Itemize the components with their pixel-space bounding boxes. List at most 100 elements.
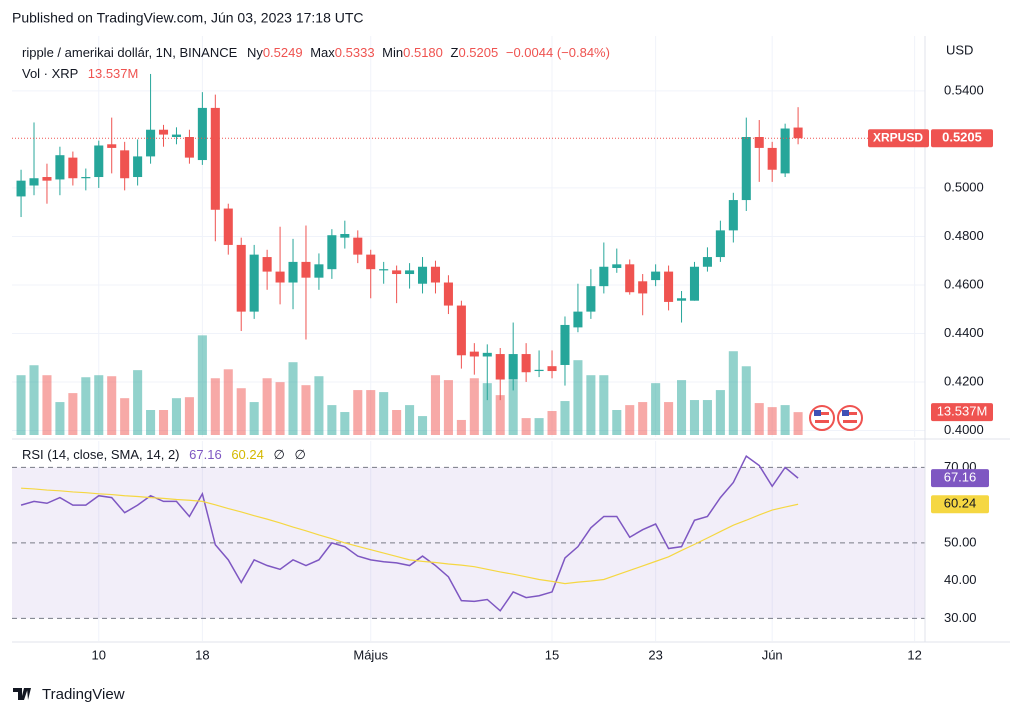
logo-mark: [13, 688, 31, 700]
y-tick-label: 0.5400: [944, 82, 984, 97]
volume-bar: [625, 405, 635, 435]
volume-bar: [210, 378, 220, 435]
y-tick-label: 0.4600: [944, 276, 984, 291]
candle-body: [534, 369, 544, 372]
legend-value: 0.5249: [263, 45, 303, 60]
candle-body: [314, 264, 324, 278]
rsi-na: ∅: [273, 447, 284, 462]
candle-body: [55, 155, 65, 180]
volume-bar: [223, 369, 233, 435]
x-tick-label: 15: [545, 647, 559, 662]
volume-bar: [560, 401, 570, 435]
footer-logo: TradingView: [13, 686, 125, 703]
candle-body: [120, 150, 130, 179]
volume-bar: [81, 377, 91, 435]
candle-body: [158, 129, 169, 135]
legend-key: Ny: [247, 45, 263, 60]
volume-bar: [29, 365, 39, 435]
y-tick-label: 30.00: [944, 610, 977, 625]
x-tick-label: Május: [353, 647, 388, 662]
volume-bar: [508, 380, 518, 435]
candle-body: [521, 354, 531, 373]
candle-body: [547, 366, 557, 372]
candle-body: [262, 257, 272, 272]
volume-bar: [586, 375, 596, 435]
volume-bar: [301, 385, 311, 435]
candle-body: [741, 137, 751, 201]
candle-body: [392, 270, 402, 275]
legend-value: 0.5180: [403, 45, 443, 60]
footer-text: TradingView: [42, 686, 125, 703]
rsi-title: RSI (14, close, SMA, 14, 2): [22, 447, 180, 462]
candle-body: [379, 269, 389, 271]
volume-bar: [340, 412, 350, 435]
candle-body: [275, 271, 285, 283]
y-tick-label: 50.00: [944, 534, 977, 549]
y-tick-label: 0.4800: [944, 228, 984, 243]
candle-body: [728, 200, 738, 231]
candle-body: [340, 234, 350, 238]
candle-body: [81, 177, 91, 179]
rsi-sma-value: 60.24: [231, 447, 264, 462]
symbol-title: ripple / amerikai dollár, 1N, BINANCE: [22, 45, 238, 60]
volume-bar: [728, 351, 738, 435]
flag-icon: [837, 405, 863, 431]
candle-body: [780, 128, 790, 174]
volume-bar: [379, 392, 389, 435]
x-tick-label: 18: [195, 647, 209, 662]
candle-body: [664, 271, 674, 302]
candle-body: [146, 129, 156, 157]
candle-body: [29, 178, 39, 186]
candle-body: [456, 305, 466, 356]
candle-body: [210, 107, 220, 210]
volume-bar: [146, 410, 156, 435]
volume-bar: [521, 418, 531, 435]
candle-body: [443, 282, 453, 306]
candle-body: [586, 286, 596, 312]
candle-body: [469, 351, 479, 357]
volume-bar: [158, 410, 169, 435]
volume-bar: [55, 402, 65, 435]
flag-icons: [809, 405, 863, 431]
candle-body: [16, 180, 26, 197]
volume-legend-value: 13.537M: [88, 66, 139, 81]
currency: USD: [946, 42, 973, 57]
candle-body: [430, 266, 441, 283]
volume-bar: [327, 405, 337, 435]
flag-stripe: [815, 412, 829, 415]
volume-bar: [780, 405, 790, 435]
y-tick-label: 0.4000: [944, 422, 984, 437]
candle-body: [495, 354, 505, 380]
volume-title: Vol · XRP: [22, 66, 78, 81]
volume-bar: [664, 402, 674, 435]
y-tick-label: 40.00: [944, 572, 977, 587]
candle-body: [702, 257, 712, 267]
candle-body: [68, 157, 78, 179]
rsi-line: [21, 487, 799, 585]
rsi-line: [20, 454, 799, 612]
symbol-box: [868, 129, 929, 148]
volume-bar: [547, 411, 557, 435]
volume-bar: [702, 400, 712, 435]
volume-label: 13.537M: [937, 404, 988, 419]
volume-bar: [677, 380, 687, 435]
candle-body: [236, 244, 246, 312]
x-tick-label: 23: [648, 647, 662, 662]
candle-body: [599, 266, 609, 287]
axis-labels: 10 18 Május 15 23 Jún 12 0.4000 0.4200 0.4400 0.46…: [92, 82, 993, 662]
volume-bar: [443, 380, 453, 435]
volume-bar: [42, 375, 52, 435]
volume-bar: [68, 393, 78, 435]
candle-body: [184, 137, 194, 158]
candle-body: [171, 134, 182, 138]
rsi-value-box: [931, 469, 989, 488]
volume-bar: [262, 378, 272, 435]
rsi-value: 67.16: [189, 447, 222, 462]
candle-body: [638, 281, 648, 294]
candle-body: [767, 147, 777, 170]
volume-bar: [741, 366, 751, 435]
volume-bar: [430, 375, 441, 435]
volume-bar: [353, 390, 363, 435]
candle-body: [353, 237, 363, 255]
volume-bar: [715, 390, 725, 435]
